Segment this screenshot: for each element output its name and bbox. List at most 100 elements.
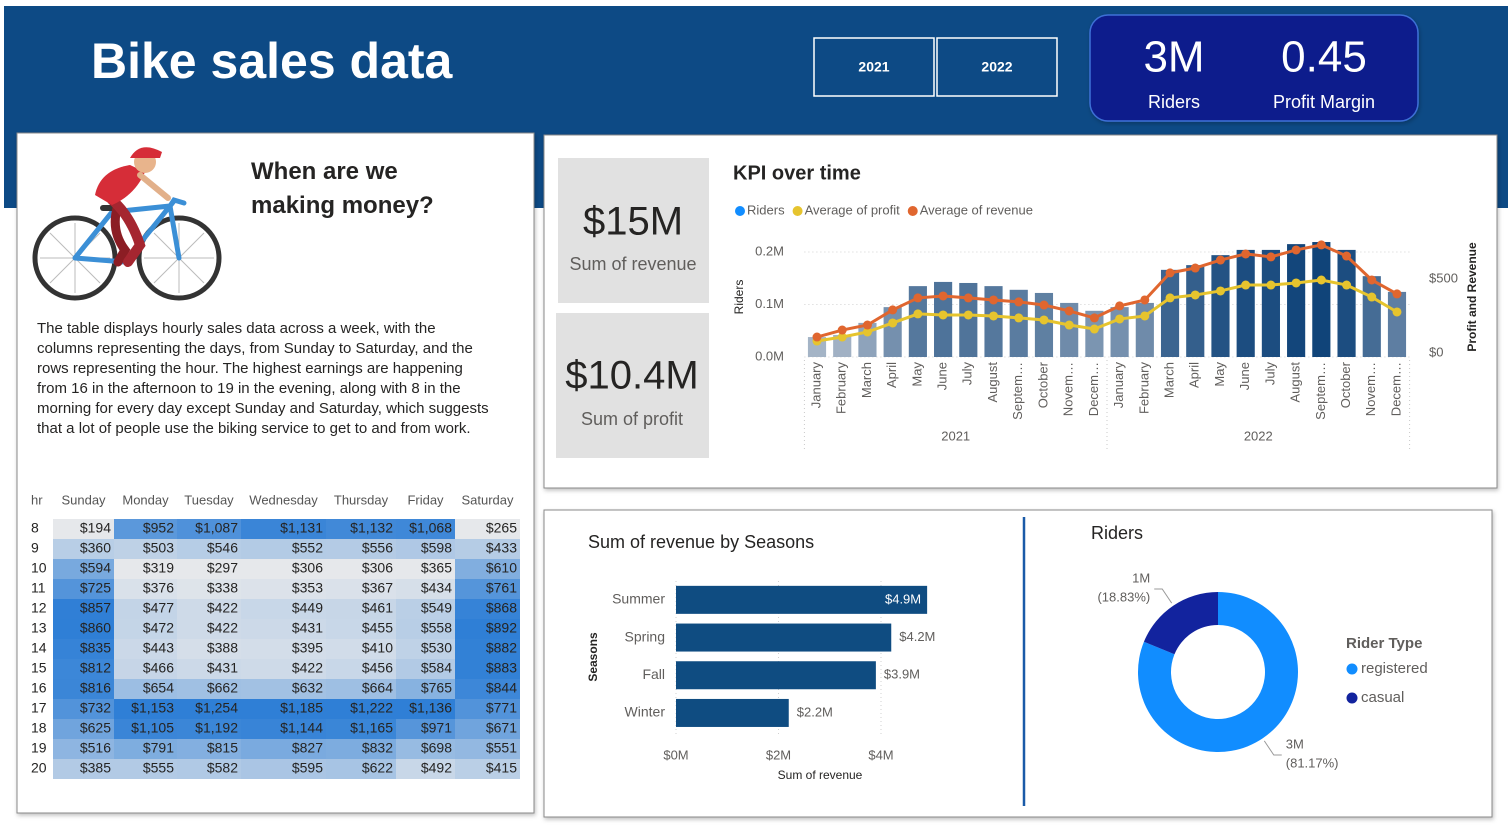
card-value: $10.4M [565, 354, 698, 398]
table-cell [455, 559, 520, 579]
table-cell [396, 619, 455, 639]
year-button-label[interactable]: 2021 [858, 59, 889, 75]
line-point [1039, 300, 1049, 310]
line-point [837, 325, 847, 335]
table-hour: 9 [31, 540, 39, 556]
card-label: Sum of profit [581, 409, 683, 429]
table-value: $549 [421, 600, 452, 616]
bar [959, 282, 978, 357]
line-point [1367, 292, 1377, 302]
x-tick-label: July [960, 362, 975, 386]
table-header: Saturday [461, 492, 514, 507]
table-value: $431 [207, 660, 238, 676]
y2-tick-label: $500 [1429, 270, 1458, 285]
line-point [1190, 263, 1200, 273]
table-value: $353 [292, 580, 323, 596]
bar [1236, 249, 1255, 357]
line-point [1089, 324, 1099, 334]
table-value: $844 [486, 680, 517, 696]
line-point [1014, 313, 1024, 323]
x-tick-label: $0M [663, 747, 688, 762]
x-tick-label: Decem… [1086, 362, 1101, 416]
table-cell [326, 679, 396, 699]
line-point [1392, 307, 1402, 317]
legend-marker [1346, 663, 1358, 675]
table-cell [114, 579, 177, 599]
x-tick-label: March [1161, 362, 1176, 398]
value-label: 3M [1286, 736, 1304, 751]
table-value: $1,165 [350, 720, 393, 736]
line-point [1291, 245, 1301, 255]
table-cell [455, 599, 520, 619]
legend-label: Average of revenue [920, 202, 1033, 217]
table-value: $556 [362, 540, 393, 556]
bar [1160, 269, 1180, 357]
table-cell [177, 639, 241, 659]
line-point [989, 295, 999, 305]
bar [1287, 244, 1306, 357]
bar [1186, 265, 1205, 357]
kpi-value: 0.45 [1281, 33, 1367, 82]
table-value: $530 [421, 640, 452, 656]
bar [1085, 310, 1104, 357]
table-value: $582 [207, 760, 238, 776]
x-tick-label: Septem… [1313, 362, 1328, 420]
table-cell [177, 599, 241, 619]
legend-label: Average of profit [805, 202, 901, 217]
table-cell [114, 679, 177, 699]
table-value: $632 [292, 680, 323, 696]
table-value: $622 [362, 760, 393, 776]
table-value: $1,185 [280, 700, 323, 716]
table-value: $477 [143, 600, 174, 616]
table-cell [241, 739, 326, 759]
bar [676, 623, 892, 652]
table-cell [241, 519, 326, 539]
table-cell [53, 679, 114, 699]
table-hour: 11 [31, 580, 46, 596]
table-header: Friday [407, 492, 444, 507]
x-tick-label: October [1338, 361, 1353, 408]
card-label: Sum of revenue [569, 254, 696, 274]
table-cell [53, 739, 114, 759]
table-value: $410 [362, 640, 393, 656]
table-value: $812 [80, 660, 111, 676]
year-button-label[interactable]: 2022 [981, 59, 1012, 75]
bar [1211, 255, 1230, 357]
table-value: $558 [421, 620, 452, 636]
line-point [1241, 280, 1251, 290]
line-point [989, 311, 999, 321]
table-header: Tuesday [184, 492, 234, 507]
chart-title: Riders [1091, 523, 1143, 543]
line-point [1115, 301, 1125, 311]
year-button[interactable] [813, 37, 935, 97]
line-point [963, 293, 973, 303]
legend-marker [1346, 692, 1358, 704]
year-button[interactable] [936, 37, 1058, 97]
table-value: $422 [207, 620, 238, 636]
table-value: $664 [362, 680, 393, 696]
table-value: $1,105 [131, 720, 174, 736]
x-tick-label: April [884, 362, 899, 388]
table-hour: 17 [31, 700, 47, 716]
table-cell [326, 599, 396, 619]
y-tick-label: 0.2M [755, 243, 784, 258]
table-cell [241, 619, 326, 639]
line-point [1266, 280, 1276, 290]
bar [833, 334, 852, 357]
chart-title: KPI over time [733, 162, 861, 184]
table-value: $1,132 [350, 520, 393, 536]
table-value: $827 [292, 740, 323, 756]
line-point [1039, 315, 1049, 325]
x-tick-label: Decem… [1388, 362, 1403, 416]
table-value: $761 [486, 580, 517, 596]
line-point [1140, 295, 1150, 305]
table-value: $1,254 [195, 700, 238, 716]
line-point [1089, 313, 1099, 323]
table-cell [455, 539, 520, 559]
table-value: $319 [143, 560, 174, 576]
table-cell [177, 679, 241, 699]
table-value: $555 [143, 760, 174, 776]
bar [1362, 276, 1381, 357]
table-hour: 16 [31, 680, 47, 696]
table-cell [177, 579, 241, 599]
